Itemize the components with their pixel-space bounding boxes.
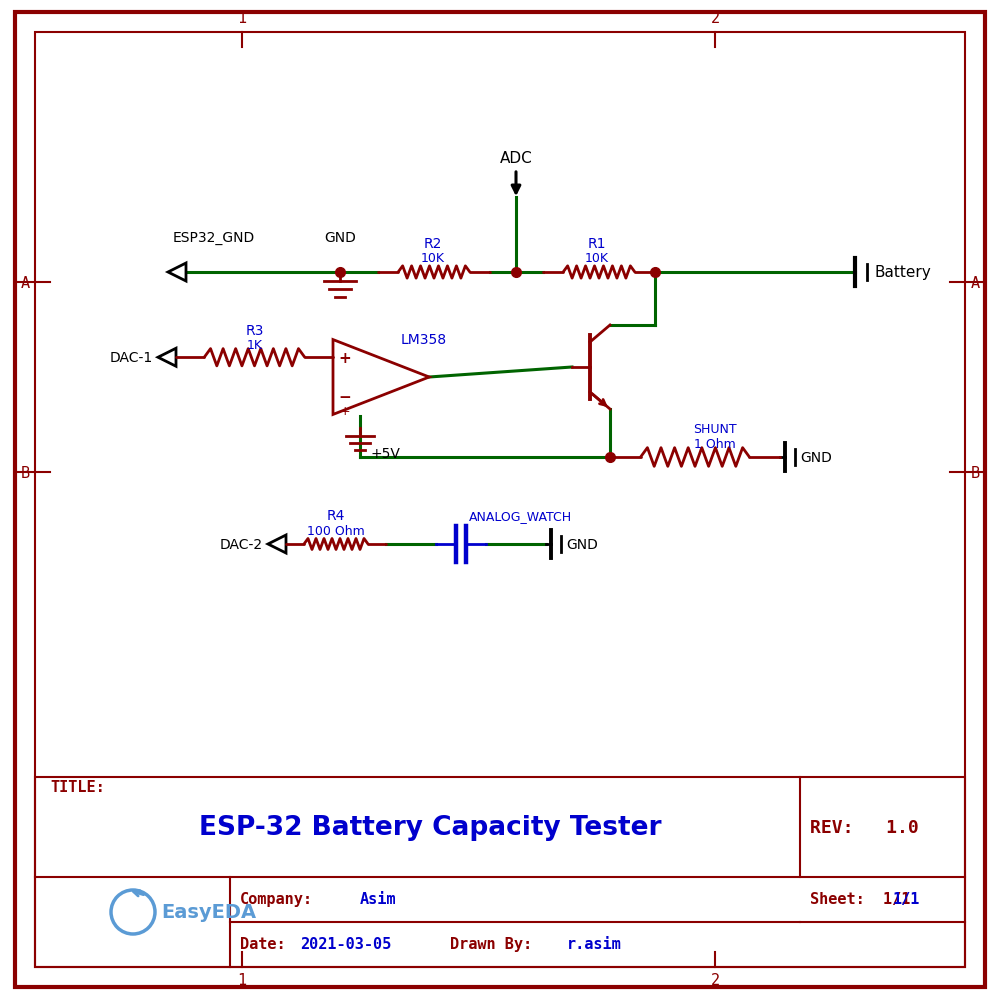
Text: 2021-03-05: 2021-03-05: [300, 937, 391, 952]
Text: R2: R2: [424, 236, 442, 250]
Text: SHUNT: SHUNT: [693, 423, 737, 436]
Text: GND: GND: [800, 451, 832, 465]
Text: 2: 2: [710, 973, 720, 988]
Text: R3: R3: [245, 324, 264, 338]
Text: r.asim: r.asim: [567, 937, 622, 952]
Text: GND: GND: [566, 537, 598, 551]
Text: ESP32_GND: ESP32_GND: [173, 230, 255, 244]
Text: REV:   1.0: REV: 1.0: [810, 819, 919, 836]
Text: ANALOG_WATCH: ANALOG_WATCH: [469, 509, 572, 522]
Text: ESP-32 Battery Capacity Tester: ESP-32 Battery Capacity Tester: [199, 815, 661, 840]
Text: 10K: 10K: [585, 252, 609, 265]
Text: 2: 2: [710, 10, 720, 25]
Text: 1: 1: [237, 10, 247, 25]
Text: Asim: Asim: [360, 892, 396, 907]
Text: Drawn By:: Drawn By:: [450, 937, 532, 952]
Text: 100 Ohm: 100 Ohm: [307, 524, 365, 537]
Text: 1 Ohm: 1 Ohm: [694, 438, 736, 451]
Text: DAC-1: DAC-1: [110, 351, 153, 365]
Text: EasyEDA: EasyEDA: [161, 903, 256, 922]
Text: B: B: [20, 465, 30, 480]
Text: DAC-2: DAC-2: [220, 537, 263, 551]
Text: +: +: [340, 405, 350, 418]
Text: A: A: [970, 276, 980, 291]
Bar: [35, 778, 965, 967]
Text: +: +: [339, 351, 351, 366]
Text: ADC: ADC: [500, 151, 532, 166]
Text: +5V: +5V: [370, 447, 400, 461]
Text: Sheet:  1/1: Sheet: 1/1: [810, 892, 910, 907]
Text: Battery: Battery: [875, 266, 932, 281]
Text: TITLE:: TITLE:: [50, 780, 105, 795]
Text: A: A: [20, 276, 30, 291]
Text: R1: R1: [588, 236, 606, 250]
Text: 1/1: 1/1: [893, 892, 920, 907]
Text: 1: 1: [237, 973, 247, 988]
Text: B: B: [970, 465, 980, 480]
Text: LM358: LM358: [401, 333, 447, 347]
Text: GND: GND: [324, 230, 356, 244]
Text: Date:: Date:: [240, 937, 286, 952]
Text: Company:: Company:: [240, 892, 313, 907]
Text: R4: R4: [327, 508, 345, 522]
Text: −: −: [339, 390, 351, 405]
Text: 1K: 1K: [246, 339, 262, 352]
Text: 10K: 10K: [421, 252, 445, 265]
